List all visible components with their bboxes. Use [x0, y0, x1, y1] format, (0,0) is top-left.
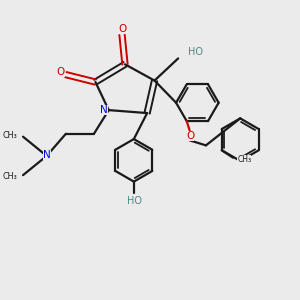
Text: O: O: [118, 24, 127, 34]
Text: HO: HO: [127, 196, 142, 206]
Text: O: O: [186, 131, 194, 141]
Text: N: N: [100, 104, 108, 115]
Text: N: N: [44, 150, 51, 160]
Text: CH₃: CH₃: [237, 155, 251, 164]
Text: CH₃: CH₃: [3, 131, 18, 140]
Text: O: O: [56, 67, 65, 77]
Text: HO: HO: [188, 47, 202, 58]
Text: CH₃: CH₃: [3, 172, 18, 181]
